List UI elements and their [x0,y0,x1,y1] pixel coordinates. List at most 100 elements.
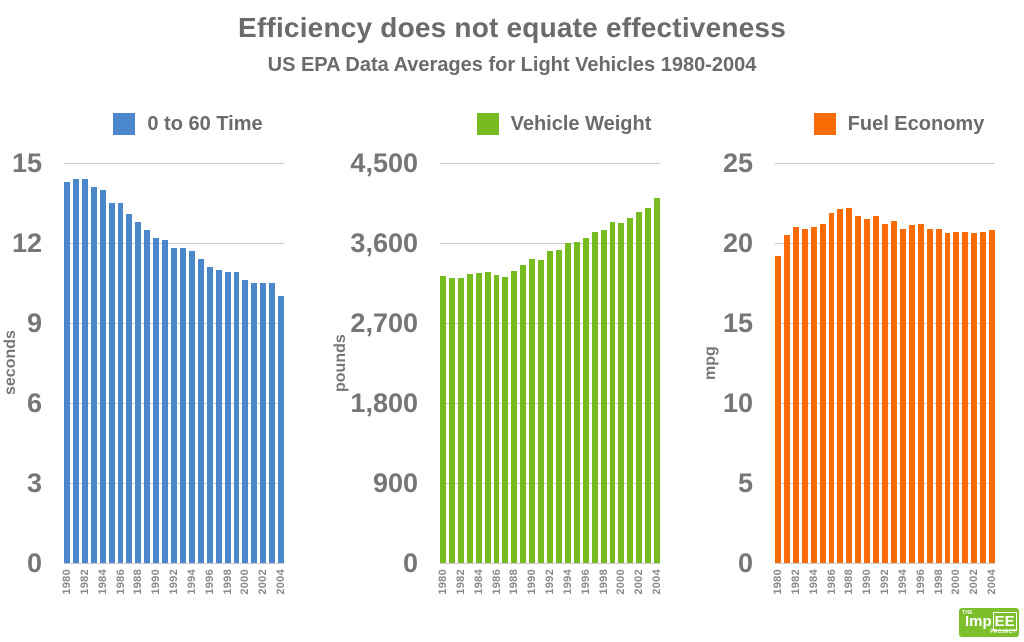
bar-2000 [953,231,960,563]
bar-2004 [989,230,996,563]
x-tick-1986: 1986 [490,569,503,595]
bar-1997 [215,269,222,563]
y-tick-6: 6 [26,388,42,418]
y-tick-2,700: 2,700 [350,308,418,338]
bar-1996 [206,267,213,563]
bar-1983 [801,228,808,563]
bar-1980 [440,276,446,563]
y-tick-15: 15 [11,148,42,178]
bar-1990 [529,258,536,563]
x-tick-1982: 1982 [78,569,91,595]
legend-label: 0 to 60 Time [147,112,263,135]
bar-series [440,163,661,563]
bar-2004 [654,197,661,563]
bar-1983 [466,273,473,563]
x-tick-1994: 1994 [185,569,198,595]
bar-1984 [810,227,817,563]
legend-label: Fuel Economy [847,112,985,135]
y-tick-0: 0 [402,548,418,578]
bar-2002 [260,283,267,563]
bar-2000 [242,280,249,563]
bar-series [775,163,996,563]
x-tick-1986: 1986 [114,569,127,595]
x-tick-1998: 1998 [221,569,234,595]
bar-2003 [269,283,276,563]
panel-zero-to-sixty-time: 0 to 60 Time seconds 0 3 6 9 12 15 1980 1982 19… [0,108,334,618]
bar-1980 [775,255,781,563]
bar-1982 [81,179,88,563]
x-axis-labels: 1980 1982 1984 1986 1988 1990 1992 1994 1996 1998… [772,569,998,613]
bar-1989 [855,215,862,563]
y-tick-9: 9 [26,308,42,338]
bar-1982 [792,227,799,563]
gridline-12 [64,242,284,244]
x-tick-1982: 1982 [454,569,467,595]
legend-vehicle-weight: Vehicle Weight [454,112,674,136]
y-axis-ticks: 0 3 6 9 12 15 [0,148,42,578]
x-tick-1994: 1994 [561,569,574,595]
bar-1985 [819,223,826,563]
x-axis-labels: 1980 1982 1984 1986 1988 1990 1992 1994 1996 1998… [437,569,663,613]
y-tick-15: 15 [722,308,753,338]
bar-1992 [882,223,888,563]
bar-1994 [564,242,571,563]
x-tick-1980: 1980 [772,569,784,595]
plot-area-zero-to-sixty [64,162,285,564]
logo-project-text: PROJECT [990,629,1016,635]
bar-1984 [99,189,106,563]
bar-1986 [828,212,835,563]
bar-1999 [944,233,951,563]
bar-2003 [980,231,987,563]
bar-1988 [511,271,518,563]
x-tick-1990: 1990 [861,569,874,595]
gridline-15 [64,162,284,164]
logo-imp-text: Imp [965,613,992,630]
bar-1987 [502,276,509,563]
y-tick-5: 5 [737,468,753,498]
bar-1995 [197,259,204,563]
bar-1990 [153,237,160,563]
bar-1992 [171,248,177,563]
x-tick-1990: 1990 [526,569,539,595]
gridline-0 [775,562,995,564]
bar-1997 [591,231,598,563]
legend-swatch-orange [813,113,836,135]
x-tick-1984: 1984 [96,569,109,595]
chart-subtitle: US EPA Data Averages for Light Vehicles … [267,54,757,76]
x-tick-1980: 1980 [437,569,449,595]
bar-1985 [108,203,115,563]
x-tick-1996: 1996 [203,569,216,595]
bar-1990 [864,219,871,563]
gridline-0 [64,562,284,564]
x-tick-1986: 1986 [825,569,838,595]
bar-1993 [179,248,186,563]
bar-1999 [233,272,240,563]
gridline-4,500 [440,162,660,164]
bar-2003 [645,207,652,563]
bar-2002 [971,233,978,563]
legend-label: Vehicle Weight [510,112,652,135]
impee-logo: THE Imp EE PROJECT [959,608,1019,637]
x-tick-1998: 1998 [597,569,610,595]
x-tick-1992: 1992 [544,569,556,595]
bar-1988 [846,207,853,563]
x-tick-2002: 2002 [968,569,981,595]
bar-1988 [135,221,142,563]
x-tick-1982: 1982 [789,569,802,595]
bar-1980 [64,181,70,563]
bar-1996 [582,237,589,563]
x-tick-1984: 1984 [472,569,485,595]
y-axis-ticks: 0 900 1,800 2,700 3,600 4,500 [330,148,418,578]
bar-1982 [457,278,464,563]
bar-1991 [873,215,880,563]
x-tick-2002: 2002 [257,569,270,595]
logo-ee-text: EE [992,612,1017,631]
y-tick-12: 12 [11,228,42,258]
bar-1992 [547,250,553,563]
x-tick-2000: 2000 [950,569,963,595]
y-tick-0: 0 [737,548,753,578]
bar-1987 [126,213,133,563]
x-tick-1988: 1988 [508,569,521,595]
x-tick-1996: 1996 [579,569,592,595]
x-tick-2004: 2004 [651,569,663,595]
